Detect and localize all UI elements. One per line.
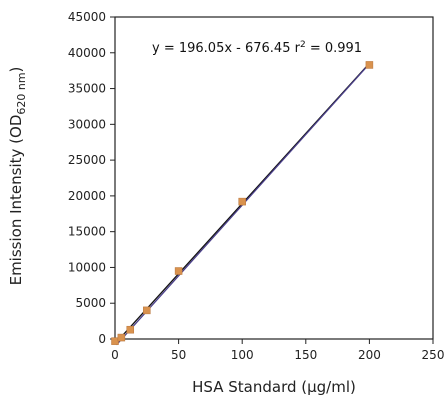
data-point — [365, 61, 374, 69]
data-point — [117, 333, 126, 342]
fit-equation-text: y = 196.05x - 676.45 r — [152, 41, 301, 56]
y-axis-label-subscript: 620 nm — [15, 72, 28, 114]
y-tick-label: 30000 — [68, 117, 106, 131]
x-tick-label: 100 — [231, 348, 254, 362]
y-tick-label: 25000 — [68, 153, 106, 167]
fit-equation-r-value: = 0.991 — [306, 41, 362, 56]
fit-equation-annotation: y = 196.05x - 676.45 r2 = 0.991 — [152, 40, 362, 56]
y-tick-label: 40000 — [68, 46, 106, 60]
fit-equation-r-superscript: 2 — [300, 40, 306, 50]
data-point — [238, 197, 246, 206]
x-tick-label: 150 — [294, 348, 317, 362]
y-axis-label-main: Emission Intensity (OD — [7, 115, 25, 286]
y-axis-label-close: ) — [7, 67, 25, 73]
x-tick-label: 0 — [111, 348, 119, 362]
data-point — [126, 325, 135, 334]
data-point — [111, 337, 119, 345]
y-tick-label: 20000 — [68, 189, 106, 203]
y-tick-label: 45000 — [68, 10, 106, 24]
y-tick-label: 0 — [98, 332, 106, 346]
y-tick-label: 5000 — [75, 296, 106, 310]
y-tick-label: 15000 — [68, 225, 106, 239]
plot-frame — [114, 16, 434, 340]
x-axis-label: HSA Standard (µg/ml) — [192, 378, 356, 396]
y-tick-label: 35000 — [68, 82, 106, 96]
x-tick-label: 50 — [171, 348, 186, 362]
x-tick-label: 250 — [422, 348, 445, 362]
data-point — [174, 267, 183, 275]
data-point — [143, 306, 151, 315]
y-tick-label: 10000 — [68, 260, 106, 274]
y-axis-label: Emission Intensity (OD620 nm) — [7, 67, 28, 286]
x-tick-label: 200 — [358, 348, 381, 362]
